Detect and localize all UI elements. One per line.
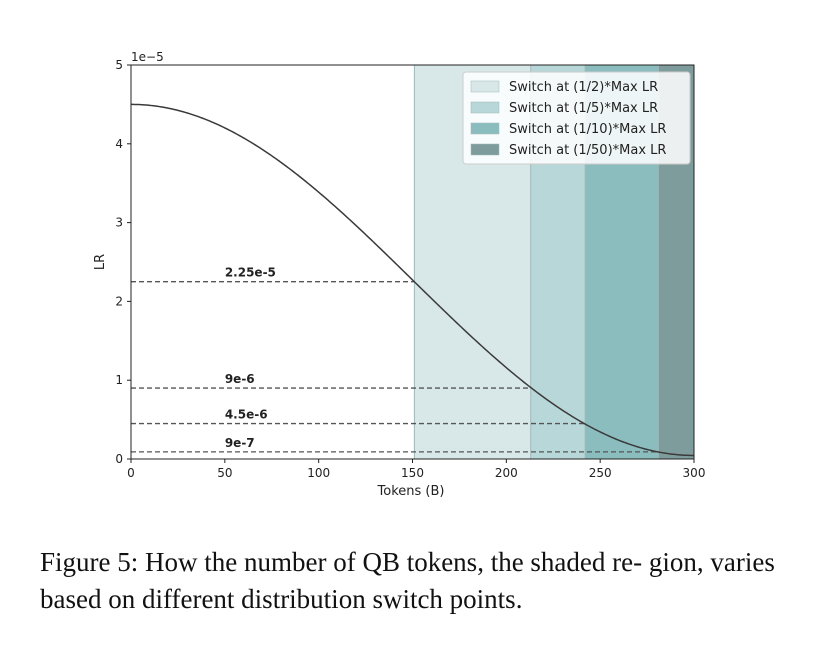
legend: Switch at (1/2)*Max LR Switch at (1/5)*Ma…: [462, 71, 691, 165]
x-tick-label: 300: [683, 466, 706, 480]
x-tick-label: 100: [307, 466, 330, 480]
y-tick-label: 5: [115, 58, 123, 72]
y-tick-label: 1: [115, 373, 123, 387]
reference-label-2: 9e-6: [225, 372, 255, 386]
legend-swatch-1: [470, 80, 500, 93]
lr-chart: 2.25e-59e-64.5e-69e-7 0 50 100 150 200 250 300…: [93, 50, 705, 499]
legend-box: [462, 71, 691, 165]
x-tick-label: 250: [589, 466, 612, 480]
y-scale-label: 1e−5: [131, 50, 164, 64]
legend-swatch-2: [470, 101, 500, 114]
legend-swatch-3: [470, 122, 500, 135]
reference-label-3: 4.5e-6: [225, 408, 268, 422]
x-tick-label: 50: [217, 466, 232, 480]
figure-caption: Figure 5: How the number of QB tokens, t…: [40, 547, 775, 614]
lr-curve-group: [130, 103, 695, 457]
legend-label-2: Switch at (1/5)*Max LR: [509, 101, 658, 116]
x-tick-label: 150: [401, 466, 424, 480]
x-tick-label: 200: [495, 466, 518, 480]
axes: 0 50 100 150 200 250 300 0 1 2 3 4 5: [115, 58, 705, 480]
reference-label-4: 9e-7: [225, 436, 255, 450]
reference-lines: 2.25e-5 9e-6 4.5e-6 9e-7: [131, 266, 659, 453]
y-tick-label: 2: [115, 294, 123, 308]
reference-label-1: 2.25e-5: [225, 266, 276, 280]
y-tick-label: 0: [115, 452, 123, 466]
legend-swatch-4: [470, 143, 500, 156]
y-tick-label: 3: [115, 216, 123, 230]
legend-label-1: Switch at (1/2)*Max LR: [509, 80, 658, 95]
lr-curve: [130, 103, 695, 457]
y-axis-label: LR: [93, 254, 108, 270]
legend-label-4: Switch at (1/50)*Max LR: [509, 143, 666, 158]
y-tick-label: 4: [115, 137, 123, 151]
x-axis-label: Tokens (B): [377, 484, 445, 499]
legend-label-3: Switch at (1/10)*Max LR: [509, 122, 666, 137]
x-tick-label: 0: [127, 466, 135, 480]
